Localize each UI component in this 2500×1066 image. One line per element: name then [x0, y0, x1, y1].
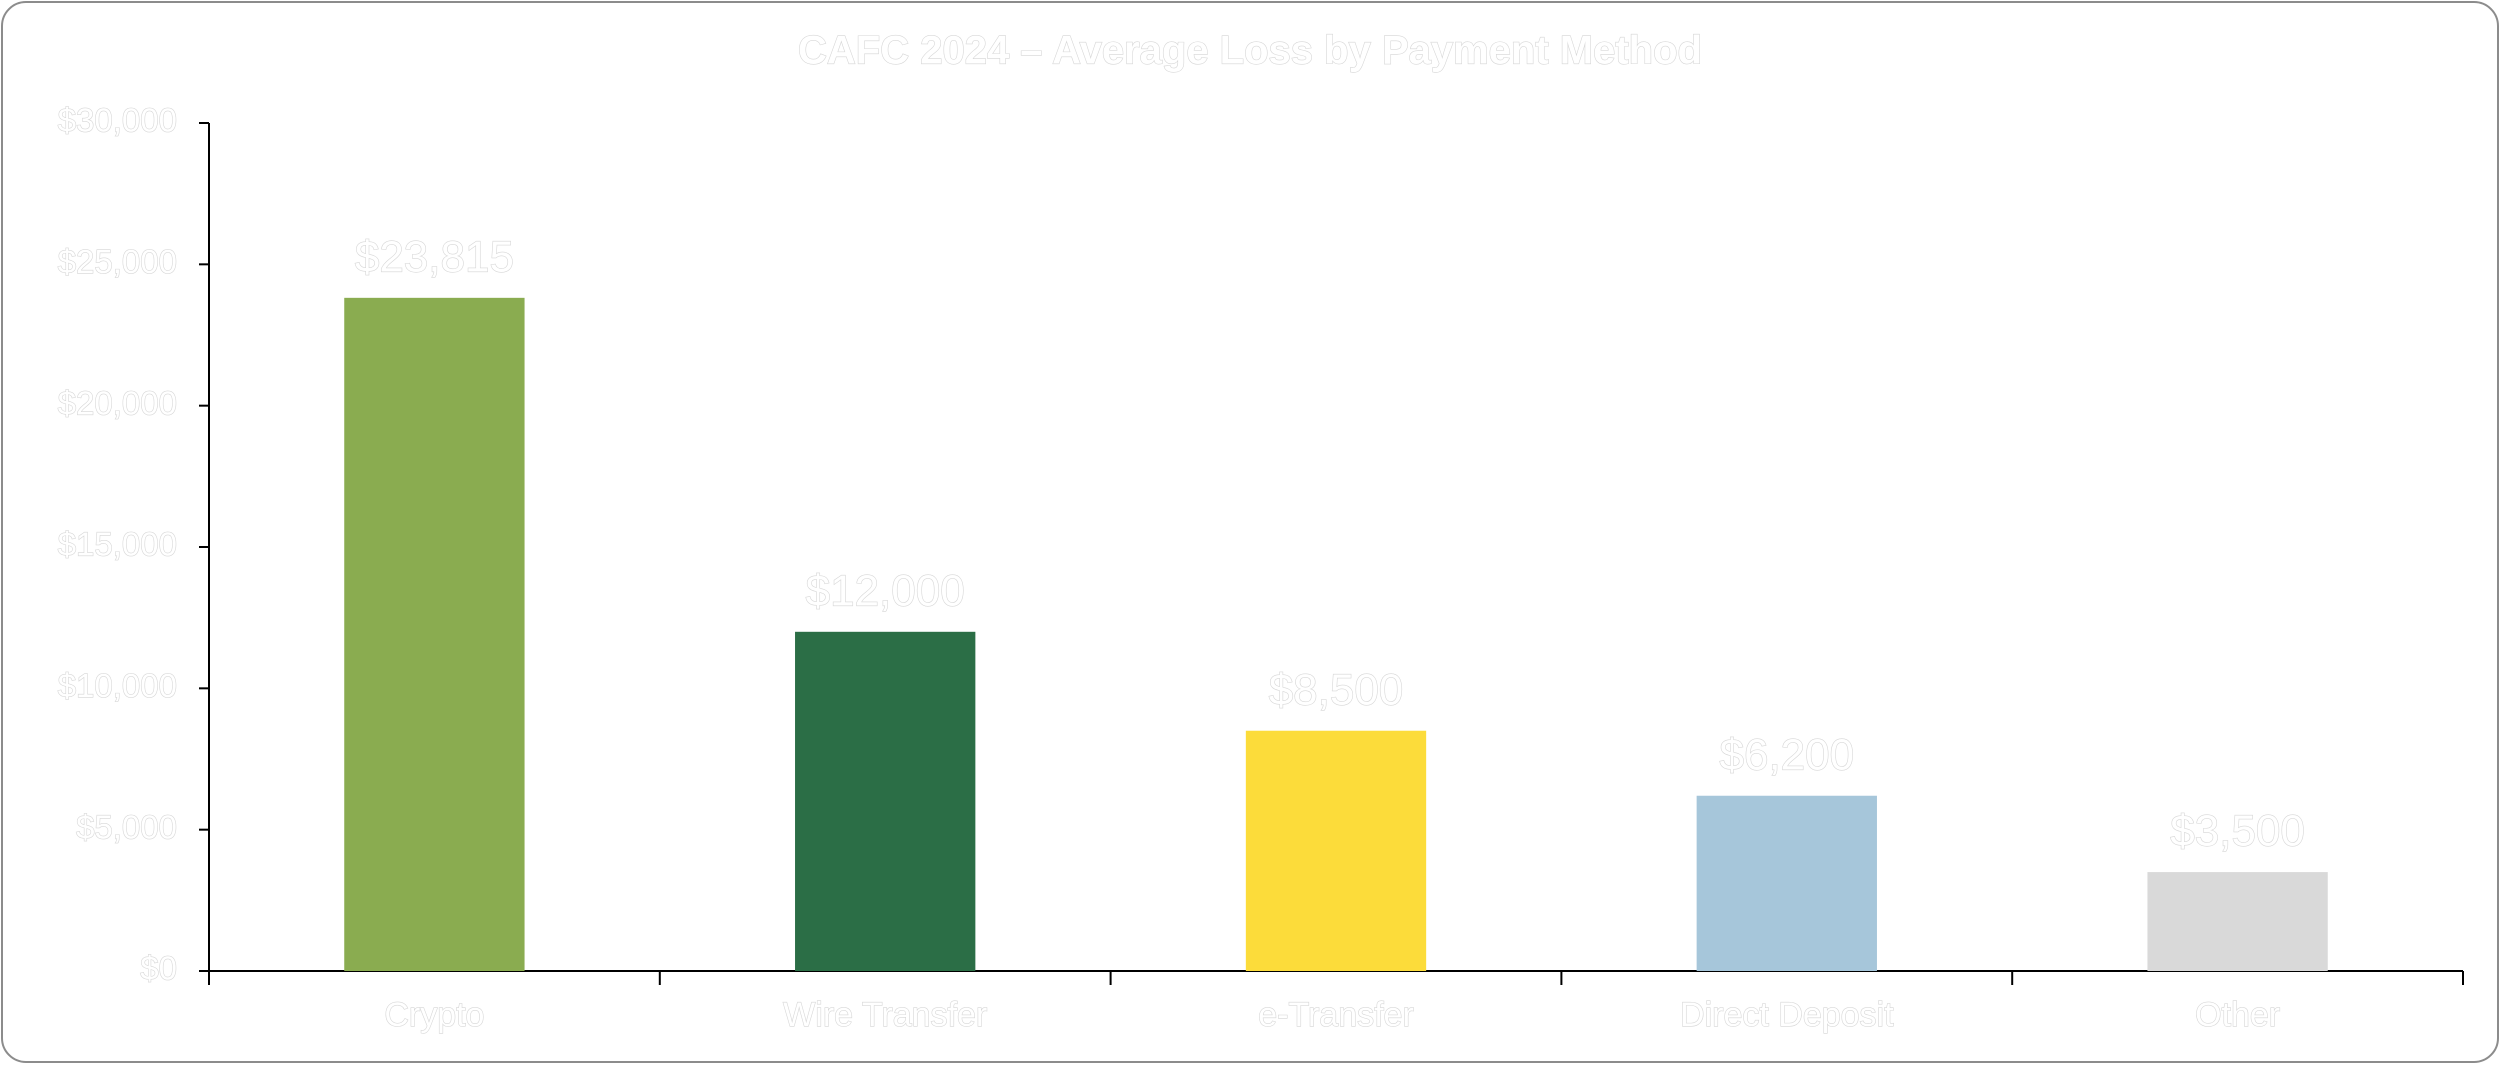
y-tick-label: $5,000: [76, 808, 177, 845]
value-label: $23,815: [355, 232, 514, 281]
y-tick-label: $10,000: [58, 667, 177, 704]
value-label: $6,200: [1720, 730, 1855, 779]
y-tick-label: $0: [140, 950, 177, 987]
y-tick-label: $25,000: [58, 243, 177, 280]
y-tick-label: $15,000: [58, 526, 177, 563]
bar: [795, 631, 976, 971]
chart-title: CAFC 2024 – Average Loss by Payment Meth…: [798, 29, 1702, 73]
x-tick-label: Wire Transfer: [783, 996, 987, 1034]
bar: [2147, 872, 2328, 971]
x-tick-label: Crypto: [384, 996, 484, 1034]
value-label: $3,500: [2170, 807, 2305, 856]
bar: [1696, 795, 1877, 971]
x-tick-label: Other: [2195, 996, 2280, 1034]
value-label: $12,000: [806, 566, 965, 615]
bar: [1245, 730, 1427, 971]
bar: [344, 297, 525, 971]
y-tick-label: $20,000: [58, 384, 177, 421]
y-tick-label: $30,000: [58, 102, 177, 139]
value-label: $8,500: [1269, 665, 1404, 714]
x-tick-label: e-Transfer: [1258, 996, 1414, 1034]
x-tick-label: Direct Deposit: [1680, 996, 1894, 1034]
